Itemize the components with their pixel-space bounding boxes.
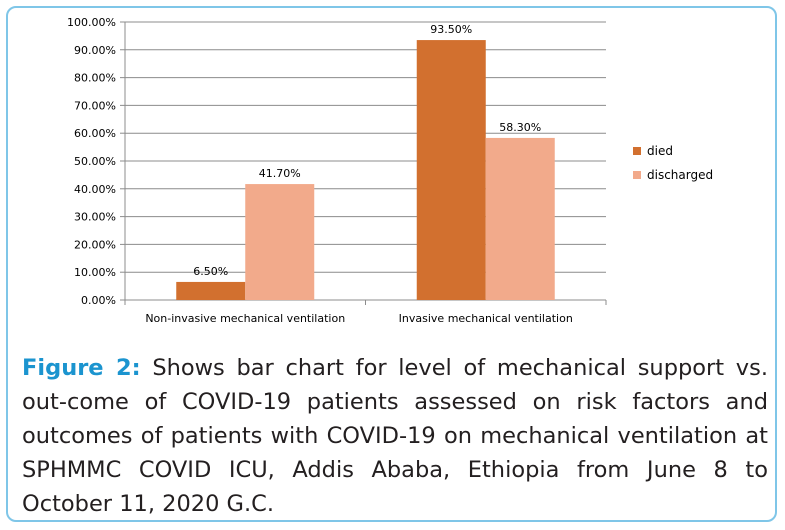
y-tick-label: 0.00% bbox=[81, 294, 116, 307]
bar-died bbox=[176, 281, 246, 300]
data-label: 6.50% bbox=[193, 265, 228, 278]
legend-label-died: died bbox=[647, 144, 673, 158]
y-tick-label: 80.00% bbox=[74, 72, 116, 85]
y-tick-label: 70.00% bbox=[74, 99, 116, 112]
y-tick-label: 40.00% bbox=[74, 183, 116, 196]
y-tick-label: 90.00% bbox=[74, 44, 116, 57]
data-label: 41.70% bbox=[259, 167, 301, 180]
bar-discharged bbox=[245, 184, 315, 300]
bar-chart: 0.00% 10.00% 20.00% 30.00% 40.00% 50.00% 60.00… bbox=[67, 16, 713, 325]
y-tick-label: 60.00% bbox=[74, 127, 116, 140]
figure-frame: 0.00% 10.00% 20.00% 30.00% 40.00% 50.00% 60.00… bbox=[6, 6, 777, 522]
y-tick-label: 10.00% bbox=[74, 266, 116, 279]
bar-died bbox=[416, 40, 486, 300]
bar-discharged bbox=[485, 137, 555, 300]
caption-label: Figure 2: bbox=[22, 355, 141, 381]
data-label: 58.30% bbox=[499, 121, 541, 134]
data-label: 93.50% bbox=[430, 23, 472, 36]
figure-caption: Figure 2: Shows bar chart for level of m… bbox=[22, 351, 768, 520]
legend-label-discharged: discharged bbox=[647, 168, 713, 182]
y-tick-label: 50.00% bbox=[74, 155, 116, 168]
x-category-label: Non-invasive mechanical ventilation bbox=[145, 312, 345, 325]
x-category-label: Invasive mechanical ventilation bbox=[399, 312, 573, 325]
y-tick-label: 30.00% bbox=[74, 211, 116, 224]
legend: died discharged bbox=[633, 144, 713, 182]
bars bbox=[176, 40, 555, 300]
gridlines bbox=[125, 21, 606, 273]
y-tick-label: 100.00% bbox=[67, 16, 116, 29]
legend-swatch-died bbox=[633, 147, 641, 155]
labels: 0.00% 10.00% 20.00% 30.00% 40.00% 50.00% 60.00… bbox=[67, 16, 573, 325]
y-tick-label: 20.00% bbox=[74, 238, 116, 251]
caption-text: Shows bar chart for level of mechanical … bbox=[22, 355, 768, 517]
legend-swatch-discharged bbox=[633, 171, 641, 179]
